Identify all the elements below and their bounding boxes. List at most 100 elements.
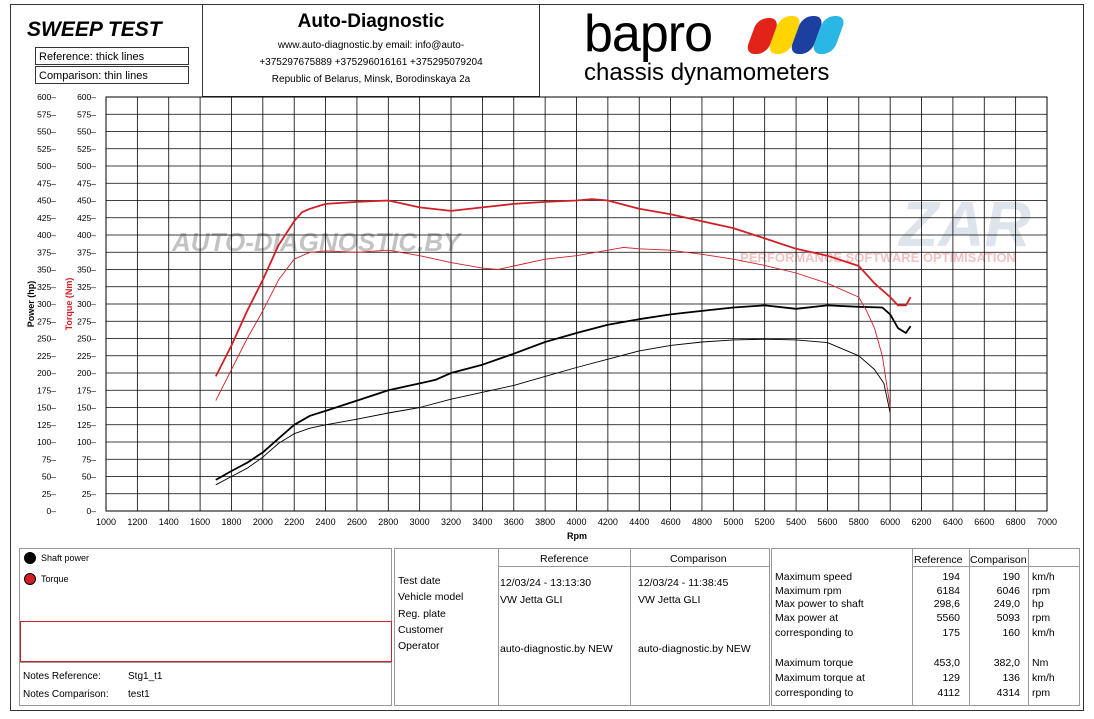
- stats-row-unit: km/h: [1032, 571, 1055, 583]
- y-tick-label-power: 500–: [37, 161, 56, 171]
- y-tick-label-torque: 600–: [77, 92, 96, 102]
- stats-row-label: Max power to shaft: [775, 598, 864, 610]
- notes-reference-label: Notes Reference:: [23, 671, 101, 682]
- info-col-comparison: Comparison: [670, 553, 727, 565]
- legend-label-torque: Torque: [41, 574, 69, 584]
- y-tick-label-torque: 75–: [82, 454, 96, 464]
- legend-item-power: Shaft power: [24, 552, 89, 564]
- y-tick-label-power: 0–: [47, 506, 57, 516]
- y-tick-label-power: 350–: [37, 265, 56, 275]
- x-tick-label: 7000: [1037, 517, 1057, 527]
- x-tick-label: 3200: [441, 517, 461, 527]
- stats-row-label: Maximum torque at: [775, 672, 865, 684]
- x-tick-label: 3000: [410, 517, 430, 527]
- chart-series: [214, 198, 912, 486]
- x-tick-label: 3800: [535, 517, 555, 527]
- brand-name: bapro: [584, 5, 713, 63]
- x-tick-label: 6400: [943, 517, 963, 527]
- x-tick-label: 4200: [598, 517, 618, 527]
- test-info-table: Reference Comparison Test date Vehicle m…: [394, 548, 770, 706]
- x-tick-label: 4600: [661, 517, 681, 527]
- report-frame: [10, 4, 1084, 711]
- bapro-logo: bapro chassis dynamometers: [584, 6, 829, 86]
- x-tick-label: 6200: [912, 517, 932, 527]
- x-tick-label: 2600: [347, 517, 367, 527]
- notes-comparison-value: test1: [128, 689, 150, 700]
- x-tick-label: 6000: [880, 517, 900, 527]
- y-tick-label-power: 125–: [37, 420, 56, 430]
- y-tick-label-power: 525–: [37, 144, 56, 154]
- stats-row-reference: 4112: [937, 687, 960, 699]
- legend-item-torque: Torque: [24, 573, 69, 585]
- y-tick-label-power: 250–: [37, 334, 56, 344]
- x-tick-label: 2000: [253, 517, 273, 527]
- y-tick-label-torque: 500–: [77, 161, 96, 171]
- y-tick-label-power: 375–: [37, 247, 56, 257]
- comparison-line-note: Comparison: thin lines: [35, 66, 189, 84]
- info-ref-operator: auto-diagnostic.by NEW: [500, 643, 613, 655]
- watermark-zar-logo: ZAR: [897, 188, 1031, 260]
- notes-comparison-label: Notes Comparison:: [23, 689, 109, 700]
- stats-row-unit: rpm: [1032, 612, 1051, 624]
- y-tick-label-torque: 0–: [87, 506, 97, 516]
- info-cmp-operator: auto-diagnostic.by NEW: [638, 643, 751, 655]
- stats-row-unit: hp: [1032, 598, 1044, 610]
- y-tick-label-power: 600–: [37, 92, 56, 102]
- x-tick-label: 1800: [221, 517, 241, 527]
- x-axis-label: Rpm: [567, 531, 587, 541]
- stats-row-comparison: 382,0: [993, 657, 1020, 669]
- stats-row-comparison: 249,0: [993, 598, 1020, 610]
- legend-label-power: Shaft power: [41, 553, 90, 563]
- y-tick-label-torque: 375–: [77, 247, 96, 257]
- notes-reference-value: Stg1_t1: [128, 671, 163, 682]
- y-tick-label-torque: 450–: [77, 196, 96, 206]
- stats-row-reference: 298,6: [933, 598, 960, 610]
- reference-line-note: Reference: thick lines: [35, 47, 189, 65]
- stats-row-unit: rpm: [1032, 585, 1051, 597]
- x-tick-label: 5200: [755, 517, 775, 527]
- x-tick-label: 2400: [316, 517, 336, 527]
- y-axis-label-power: Power (hp): [26, 281, 36, 328]
- y-tick-label-power: 75–: [42, 454, 56, 464]
- y-tick-label-torque: 400–: [77, 230, 96, 240]
- info-ref-date: 12/03/24 - 13:13:30: [500, 577, 592, 589]
- y-tick-label-power: 50–: [42, 472, 56, 482]
- stats-row-reference: 175: [942, 627, 960, 639]
- stats-row-unit: km/h: [1032, 627, 1055, 639]
- info-label-operator: Operator: [398, 640, 440, 652]
- brand-subtitle: chassis dynamometers: [584, 59, 830, 86]
- y-tick-label-torque: 25–: [82, 489, 96, 499]
- y-tick-label-power: 575–: [37, 109, 56, 119]
- x-tick-label: 5800: [849, 517, 869, 527]
- y-tick-label-torque: 425–: [77, 213, 96, 223]
- y-tick-label-power: 150–: [37, 403, 56, 413]
- notes-panel: Notes Reference: Stg1_t1 Notes Compariso…: [19, 662, 392, 706]
- info-cmp-model: VW Jetta GLI: [638, 594, 701, 606]
- y-tick-label-power: 225–: [37, 351, 56, 361]
- chart-axes: 1000 1200 1400 1600 1800 2000 2200 2400 2600 2800…: [37, 92, 1057, 527]
- y-tick-label-torque: 325–: [77, 282, 96, 292]
- company-name: Auto-Diagnostic: [297, 11, 445, 32]
- info-cmp-date: 12/03/24 - 11:38:45: [638, 577, 729, 589]
- info-label-date: Test date: [398, 575, 441, 587]
- stats-row-reference: 129: [942, 672, 960, 684]
- x-tick-label: 6600: [974, 517, 994, 527]
- stats-row-reference: 6184: [936, 585, 960, 597]
- y-tick-label-torque: 200–: [77, 368, 96, 378]
- y-tick-label-power: 300–: [37, 299, 56, 309]
- y-tick-label-torque: 275–: [77, 316, 96, 326]
- info-label-model: Vehicle model: [398, 591, 464, 603]
- y-tick-label-torque: 550–: [77, 127, 96, 137]
- empty-red-box: [20, 621, 392, 662]
- x-tick-label: 1400: [159, 517, 179, 527]
- x-tick-label: 3400: [472, 517, 492, 527]
- stats-row-label: Maximum speed: [775, 571, 853, 583]
- info-label-plate: Reg. plate: [398, 608, 446, 620]
- y-tick-label-torque: 175–: [77, 385, 96, 395]
- stats-row-reference: 194: [942, 571, 960, 583]
- torque-dot-icon: [24, 573, 36, 585]
- brand-color-blobs-icon: [747, 16, 844, 54]
- watermark-performance: PERFORMANCE SOFTWARE OPTIMISATION: [740, 250, 1016, 265]
- y-tick-label-torque: 100–: [77, 437, 96, 447]
- y-tick-label-torque: 50–: [82, 472, 96, 482]
